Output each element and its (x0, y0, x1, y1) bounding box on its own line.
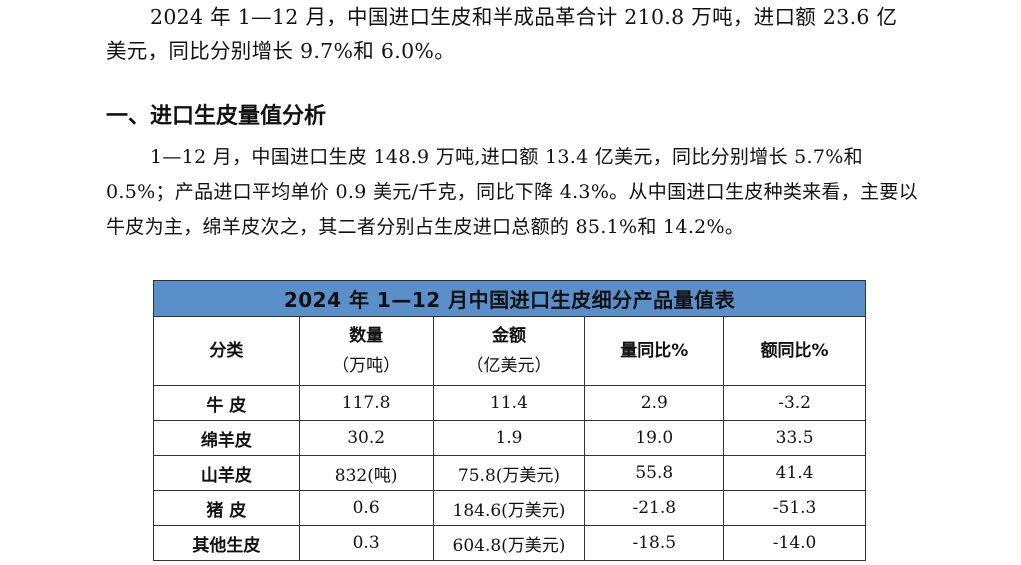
hide-import-table: 2024 年 1—12 月中国进口生皮细分产品量值表 分类 数量 （万吨） 金额… (153, 280, 866, 561)
header-quantity: 数量 （万吨） (298, 316, 434, 386)
cell-category: 其他生皮 (153, 525, 300, 561)
cell-category: 山羊皮 (153, 455, 300, 491)
cell-amt-yoy: -14.0 (723, 525, 866, 561)
table-row: 绵羊皮 30.2 1.9 19.0 33.5 (153, 420, 866, 456)
table-row: 猪 皮 0.6 184.6(万美元) -21.8 -51.3 (153, 490, 866, 526)
cell-amount: 184.6(万美元) (432, 490, 586, 526)
cell-category: 牛 皮 (153, 385, 300, 421)
header-amount: 金额 （亿美元） (432, 316, 586, 386)
header-amt-yoy: 额同比% (723, 316, 866, 386)
cell-qty-yoy: 2.9 (584, 385, 725, 421)
table-row: 牛 皮 117.8 11.4 2.9 -3.2 (153, 385, 866, 421)
section-heading: 一、进口生皮量值分析 (106, 104, 327, 129)
cell-amt-yoy: -3.2 (723, 385, 866, 421)
cell-amt-yoy: -51.3 (723, 490, 866, 526)
cell-quantity: 832(吨) (298, 455, 434, 491)
table-caption-row: 2024 年 1—12 月中国进口生皮细分产品量值表 (153, 280, 866, 317)
cell-amount: 1.9 (432, 420, 586, 456)
cell-amount: 604.8(万美元) (432, 525, 586, 561)
table-row: 其他生皮 0.3 604.8(万美元) -18.5 -14.0 (153, 525, 866, 561)
cell-qty-yoy: -18.5 (584, 525, 725, 561)
cell-quantity: 0.3 (298, 525, 434, 561)
table-caption: 2024 年 1—12 月中国进口生皮细分产品量值表 (153, 280, 866, 317)
header-qty-yoy: 量同比% (584, 316, 725, 386)
cell-quantity: 0.6 (298, 490, 434, 526)
section-paragraph: 1—12 月，中国进口生皮 148.9 万吨,进口额 13.4 亿美元，同比分别… (106, 146, 918, 238)
header-amount-label: 金额 (491, 326, 526, 346)
header-category: 分类 (153, 316, 300, 386)
table-row: 山羊皮 832(吨) 75.8(万美元) 55.8 41.4 (153, 455, 866, 491)
header-quantity-unit: （万吨） (332, 356, 401, 376)
header-quantity-label: 数量 (349, 326, 384, 346)
cell-qty-yoy: 55.8 (584, 455, 725, 491)
cell-qty-yoy: -21.8 (584, 490, 725, 526)
cell-amt-yoy: 33.5 (723, 420, 866, 456)
header-amount-unit: （亿美元） (466, 356, 552, 376)
cell-amt-yoy: 41.4 (723, 455, 866, 491)
cell-category: 猪 皮 (153, 490, 300, 526)
cell-qty-yoy: 19.0 (584, 420, 725, 456)
cell-quantity: 30.2 (298, 420, 434, 456)
cell-quantity: 117.8 (298, 385, 434, 421)
cell-amount: 75.8(万美元) (432, 455, 586, 491)
cell-amount: 11.4 (432, 385, 586, 421)
cell-category: 绵羊皮 (153, 420, 300, 456)
table-header-row: 分类 数量 （万吨） 金额 （亿美元） 量同比% 额同比% (153, 316, 866, 386)
intro-paragraph: 2024 年 1—12 月，中国进口生皮和半成品革合计 210.8 万吨，进口额… (106, 5, 898, 63)
